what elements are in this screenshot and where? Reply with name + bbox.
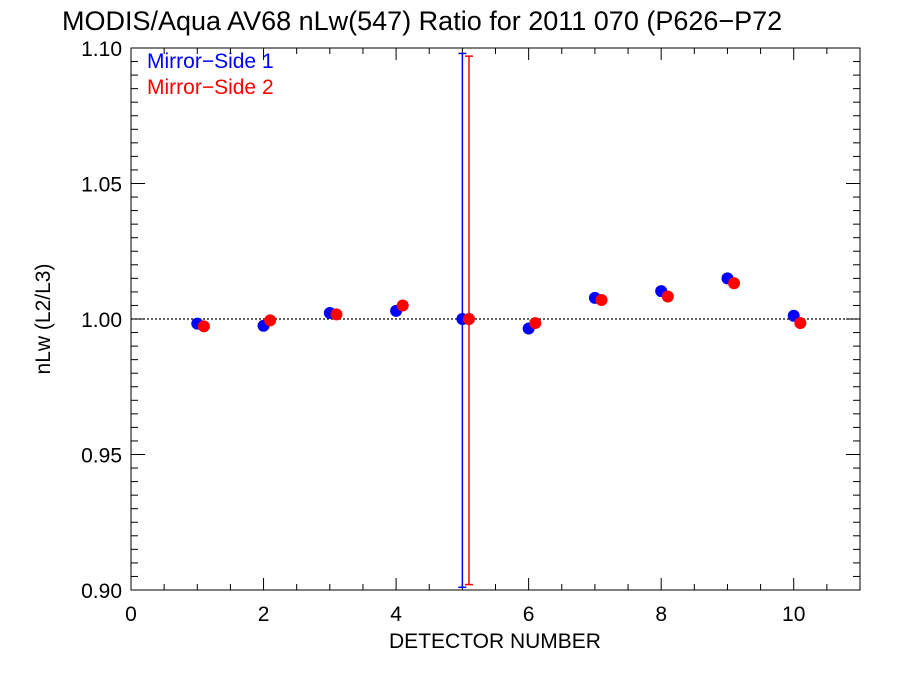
data-point-series-2: [529, 317, 542, 330]
data-point-series-2: [330, 308, 343, 321]
data-point-series-2: [595, 294, 608, 307]
y-tick-label: 0.95: [81, 445, 122, 468]
y-tick-label: 1.00: [81, 309, 122, 332]
y-tick-labels: 0.90 0.95 1.00 1.05 1.10: [81, 38, 122, 603]
legend-entry: Mirror−Side 1: [147, 50, 274, 73]
data-point-series-2: [264, 314, 277, 327]
y-tick-label: 0.90: [81, 580, 122, 603]
x-tick-label: 4: [390, 603, 402, 626]
x-tick-label: 2: [258, 603, 270, 626]
y-tick-label: 1.10: [81, 38, 122, 61]
x-tick-label: 8: [655, 603, 667, 626]
y-axis-label: nLw (L2/L3): [32, 264, 55, 375]
x-tick-label: 0: [125, 603, 137, 626]
x-axis-label: DETECTOR NUMBER: [389, 630, 601, 653]
chart-title: MODIS/Aqua AV68 nLw(547) Ratio for 2011 …: [62, 6, 782, 36]
legend: Mirror−Side 1 Mirror−Side 2: [147, 50, 274, 99]
data-points: [191, 272, 807, 335]
data-point-series-2: [661, 290, 674, 303]
x-tick-labels: 0 2 4 6 8 10: [125, 603, 805, 626]
data-point-series-2: [794, 317, 807, 330]
data-point-series-2: [197, 320, 210, 333]
y-tick-label: 1.05: [81, 174, 122, 197]
x-tick-label: 10: [782, 603, 805, 626]
data-point-series-2: [728, 277, 741, 290]
data-point-series-2: [462, 313, 475, 325]
data-point-series-2: [396, 299, 409, 312]
legend-entry: Mirror−Side 2: [147, 76, 274, 99]
x-tick-label: 6: [523, 603, 535, 626]
